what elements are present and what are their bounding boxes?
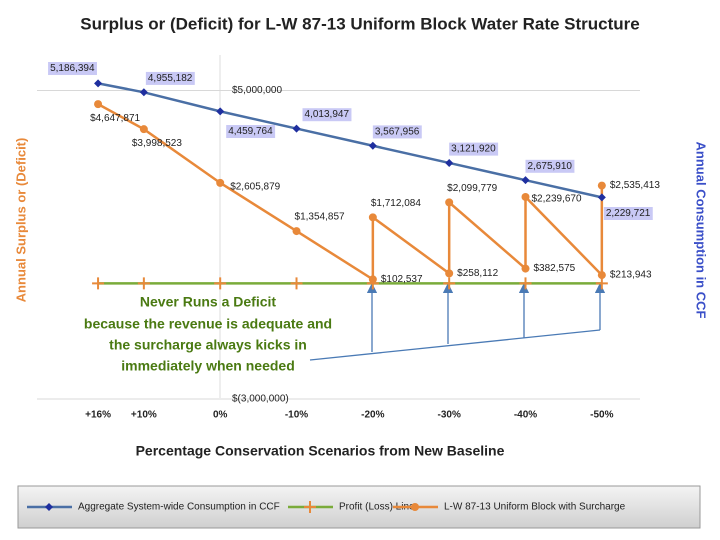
- point: [445, 269, 454, 278]
- point: [139, 125, 148, 134]
- point: [137, 277, 150, 290]
- data-label: 3,567,956: [375, 126, 420, 137]
- data-label-box: [525, 159, 575, 173]
- data-label-box: [449, 142, 499, 156]
- point: [292, 124, 301, 133]
- x-axis-label: Percentage Conservation Scenarios from N…: [136, 443, 505, 459]
- data-label: 5,186,394: [50, 63, 95, 74]
- data-label: $2,535,413: [610, 180, 660, 191]
- data-label: $2,099,779: [447, 183, 497, 194]
- point: [595, 277, 608, 290]
- data-label-box: [603, 207, 653, 221]
- legend-label: Profit (Loss) Line: [339, 502, 415, 513]
- point: [597, 193, 606, 202]
- point: [597, 181, 606, 190]
- data-label: $382,575: [534, 263, 576, 274]
- legend-marker: [304, 501, 316, 513]
- legend-marker: [411, 503, 419, 511]
- series-line: [97, 103, 604, 282]
- legend-label: Aggregate System-wide Consumption in CCF: [78, 502, 280, 513]
- point: [214, 277, 227, 290]
- data-label: 2,675,910: [528, 161, 573, 172]
- x-tick-label: -50%: [590, 410, 613, 421]
- legend-label: L-W 87-13 Uniform Block with Surcharge: [444, 502, 626, 513]
- legend-marker: [45, 503, 53, 511]
- point: [443, 277, 456, 290]
- x-tick-label: -40%: [514, 410, 537, 421]
- series-line: [97, 82, 603, 199]
- data-label: 4,955,182: [148, 73, 193, 84]
- data-label: $2,239,670: [532, 194, 582, 205]
- point: [290, 277, 303, 290]
- point: [445, 198, 454, 207]
- data-label-box: [302, 108, 352, 122]
- data-label-box: [372, 125, 422, 139]
- x-tick-label: -20%: [361, 410, 384, 421]
- data-label: $3,998,523: [132, 138, 182, 149]
- x-tick-label: -30%: [437, 410, 460, 421]
- point: [139, 88, 148, 97]
- data-label: $4,647,871: [90, 113, 140, 124]
- point: [521, 192, 530, 201]
- data-label: $2,605,879: [230, 182, 280, 193]
- annotation: immediately when needed: [121, 358, 295, 374]
- point: [368, 275, 377, 284]
- x-tick-label: 0%: [213, 410, 228, 421]
- point: [445, 158, 454, 167]
- y-tick-label: $(3,000,000): [232, 394, 289, 405]
- y-tick-label: $5,000,000: [232, 85, 282, 96]
- data-label: $1,712,084: [371, 198, 421, 209]
- data-label: $1,354,857: [295, 212, 345, 223]
- annotation: because the revenue is adequate and: [84, 316, 332, 332]
- callout: [309, 282, 606, 361]
- point: [368, 141, 377, 150]
- y-axis-label: Annual Surplus or (Deficit): [13, 138, 28, 303]
- point: [292, 227, 301, 236]
- data-label-box: [48, 62, 97, 76]
- point: [519, 277, 532, 290]
- annotation: Never Runs a Deficit: [140, 294, 276, 310]
- data-label: 2,229,721: [606, 208, 651, 219]
- chart-title: Surplus or (Deficit) for L-W 87-13 Unifo…: [80, 14, 640, 33]
- legend: [17, 485, 701, 529]
- x-tick-label: -10%: [285, 410, 308, 421]
- annotation: the surcharge always kicks in: [109, 337, 307, 353]
- data-label: $102,537: [381, 274, 423, 285]
- data-label-box: [226, 125, 276, 139]
- point: [94, 79, 103, 88]
- x-tick-label: +16%: [85, 410, 111, 421]
- point: [597, 271, 606, 280]
- data-label: 4,013,947: [305, 109, 350, 120]
- data-label: $213,943: [610, 270, 652, 281]
- point: [92, 277, 105, 290]
- point: [521, 264, 530, 273]
- data-label: 4,459,764: [228, 126, 273, 137]
- x-tick-label: +10%: [131, 410, 157, 421]
- data-label: 3,121,920: [451, 144, 496, 155]
- point: [368, 213, 377, 222]
- point: [216, 107, 225, 116]
- point: [521, 176, 530, 185]
- data-label-box: [145, 71, 195, 85]
- y2-axis-label: Annual Consumption in CCF: [694, 142, 709, 319]
- data-label: $258,112: [457, 268, 498, 279]
- point: [94, 100, 103, 109]
- point: [216, 178, 225, 187]
